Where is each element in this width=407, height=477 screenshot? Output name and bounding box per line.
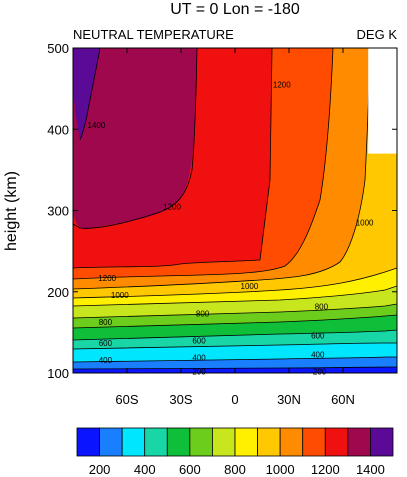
chart-right-string: DEG K (357, 27, 398, 42)
colorbar-box (370, 427, 394, 457)
contour-label: 800 (99, 318, 113, 327)
contour-line-1200 (73, 48, 273, 269)
x-tick-label: 60N (331, 392, 355, 407)
colorbar-label: 800 (224, 462, 246, 477)
contour-label: 600 (99, 339, 113, 348)
contour-label: 1200 (163, 202, 181, 211)
missing-data-region (368, 48, 397, 154)
colorbar-label: 1000 (266, 462, 295, 477)
y-axis: 100 200 300 400 500 (47, 41, 397, 381)
colorbar-label: 200 (89, 462, 111, 477)
y-axis-label: height (km) (3, 171, 20, 251)
contour-line-300 (73, 356, 397, 363)
contour-label: 1200 (273, 81, 291, 90)
x-tick-label: 30S (169, 392, 192, 407)
colorbar-label: 400 (134, 462, 156, 477)
contour-line-900 (73, 267, 397, 299)
contour-line-1300 (73, 48, 198, 229)
contour-label: 800 (315, 302, 329, 311)
contour-line-400 (73, 342, 397, 350)
x-tick-label: 0 (231, 392, 238, 407)
contour-line-1400 (79, 48, 101, 141)
colorbar-box (166, 427, 191, 457)
x-tick-label: 60S (115, 392, 138, 407)
colorbar-box (76, 427, 100, 457)
colorbar-box (212, 427, 236, 457)
chart-left-string: NEUTRAL TEMPERATURE (73, 27, 234, 42)
colorbar-box (99, 427, 123, 457)
contour-label: 800 (196, 310, 210, 319)
contour-label: 1000 (111, 291, 129, 300)
contour-line-1000 (73, 48, 371, 290)
y-tick-label: 400 (47, 122, 69, 137)
contour-label: 1000 (241, 282, 259, 291)
contour-label: 400 (99, 356, 113, 365)
contour-line-700 (73, 303, 397, 319)
contour-label: 400 (311, 350, 325, 359)
colorbar-box (121, 427, 146, 457)
contour-line-600 (73, 314, 397, 329)
colorbar-box (257, 427, 281, 457)
colorbar-box (234, 427, 258, 457)
contour-label: 200 (313, 367, 327, 376)
colorbar-box (302, 427, 326, 457)
colorbar: 200 400 600 800 1000 1200 1400 (76, 427, 394, 477)
contour-label: 400 (192, 354, 206, 363)
x-tick-label: 30N (277, 392, 301, 407)
y-tick-label: 200 (47, 285, 69, 300)
colorbar-label: 600 (179, 462, 201, 477)
contour-label: 200 (192, 367, 206, 376)
plot-area (73, 48, 397, 373)
band-1400-plus (73, 48, 100, 140)
contour-line-200 (73, 366, 397, 370)
y-tick-label: 100 (47, 366, 69, 381)
colorbar-box (347, 427, 371, 457)
colorbar-box (279, 427, 304, 457)
contour-label: 600 (192, 337, 206, 346)
y-tick-label: 500 (47, 41, 69, 56)
y-tick-label: 300 (47, 204, 69, 219)
contour-label: 1000 (356, 219, 374, 228)
colorbar-box (144, 427, 168, 457)
x-axis: 60S 30S 0 30N 60N (115, 48, 355, 407)
contour-label: 1200 (98, 274, 116, 283)
contour-line-500 (73, 329, 397, 341)
contour-labels: 1400 1200 1200 1000 1200 1000 1000 800 800 800 600… (88, 81, 375, 377)
contour-label: 600 (311, 332, 325, 341)
chart-title: UT = 0 Lon = -180 (170, 1, 300, 18)
colorbar-box (324, 427, 349, 457)
contour-label: 1400 (88, 121, 106, 130)
contour-line-800 (73, 285, 397, 307)
contour-line-1100 (73, 48, 334, 280)
colorbar-label: 1400 (356, 462, 385, 477)
colorbar-box (189, 427, 213, 457)
colorbar-label: 1200 (311, 462, 340, 477)
